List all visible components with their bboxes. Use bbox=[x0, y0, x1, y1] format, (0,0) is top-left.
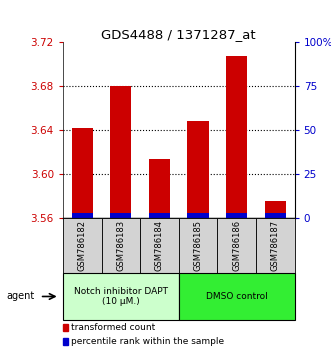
Title: GDS4488 / 1371287_at: GDS4488 / 1371287_at bbox=[101, 28, 256, 41]
Bar bbox=[110, 86, 131, 218]
Text: GSM786184: GSM786184 bbox=[155, 220, 164, 271]
Bar bbox=[149, 213, 170, 218]
Bar bbox=[226, 56, 247, 218]
Text: GSM786187: GSM786187 bbox=[271, 220, 280, 271]
Text: DMSO control: DMSO control bbox=[206, 292, 267, 301]
Bar bbox=[187, 213, 209, 218]
Bar bbox=[71, 213, 93, 218]
Text: GSM786183: GSM786183 bbox=[116, 220, 125, 271]
Bar bbox=[149, 159, 170, 218]
Text: percentile rank within the sample: percentile rank within the sample bbox=[71, 337, 224, 346]
Text: GSM786182: GSM786182 bbox=[78, 220, 87, 271]
Bar bbox=[265, 213, 286, 218]
Bar bbox=[71, 128, 93, 218]
Bar bbox=[265, 201, 286, 218]
Bar bbox=[226, 213, 247, 218]
Text: GSM786185: GSM786185 bbox=[194, 220, 203, 271]
Bar bbox=[110, 213, 131, 218]
Text: GSM786186: GSM786186 bbox=[232, 220, 241, 271]
Text: agent: agent bbox=[7, 291, 35, 302]
Text: Notch inhibitor DAPT
(10 μM.): Notch inhibitor DAPT (10 μM.) bbox=[74, 287, 168, 306]
Bar bbox=[187, 121, 209, 218]
Text: transformed count: transformed count bbox=[71, 323, 156, 332]
